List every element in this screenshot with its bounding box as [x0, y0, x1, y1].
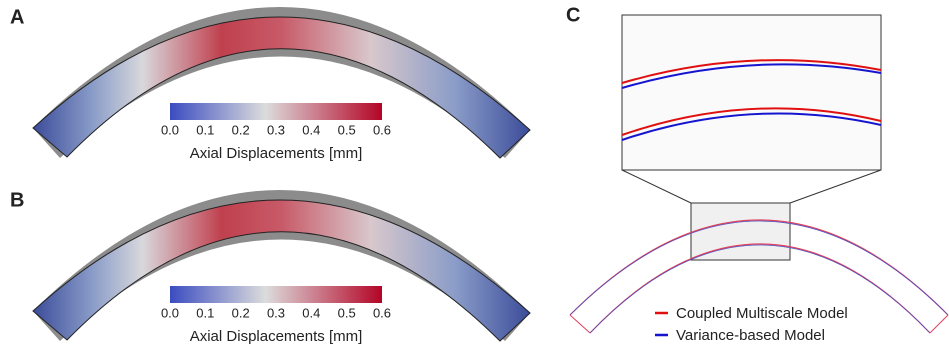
- panel-label: C: [566, 4, 580, 26]
- colorbar-tick-label: 0.3: [267, 305, 285, 320]
- colorbar-tick-label: 0.1: [196, 122, 214, 137]
- zoom-connector: [790, 170, 881, 203]
- zoom-region: [691, 203, 790, 260]
- colorbar-tick-label: 0.6: [373, 122, 391, 137]
- colorbar-tick-label: 0.5: [338, 122, 356, 137]
- colorbar-tick-label: 0.3: [267, 122, 285, 137]
- colorbar-tick-label: 0.6: [373, 305, 391, 320]
- legend-label: Variance-based Model: [676, 327, 825, 344]
- colorbar-title: Axial Displacements [mm]: [190, 328, 363, 345]
- panel-label: B: [10, 189, 24, 211]
- colorbar-tick-label: 0.1: [196, 305, 214, 320]
- zoom-box: [622, 15, 881, 170]
- panel-label: A: [10, 6, 24, 28]
- colorbar: [170, 103, 382, 120]
- colorbar-tick-label: 0.0: [161, 122, 179, 137]
- colorbar-title: Axial Displacements [mm]: [190, 145, 363, 162]
- colorbar-tick-label: 0.4: [302, 122, 320, 137]
- colorbar-tick-label: 0.2: [232, 122, 250, 137]
- colorbar-tick-label: 0.2: [232, 305, 250, 320]
- figure: A 0.0 0.1 0.2 0.3 0.4 0.5 0.6 Axial Displacement…: [0, 0, 949, 352]
- arch-end: [930, 315, 948, 333]
- legend-label: Coupled Multiscale Model: [676, 305, 848, 322]
- zoom-connector: [622, 170, 691, 203]
- colorbar: [170, 286, 382, 303]
- colorbar-tick-label: 0.5: [338, 305, 356, 320]
- arch-end: [570, 315, 590, 333]
- colorbar-tick-label: 0.0: [161, 305, 179, 320]
- colorbar-tick-label: 0.4: [302, 305, 320, 320]
